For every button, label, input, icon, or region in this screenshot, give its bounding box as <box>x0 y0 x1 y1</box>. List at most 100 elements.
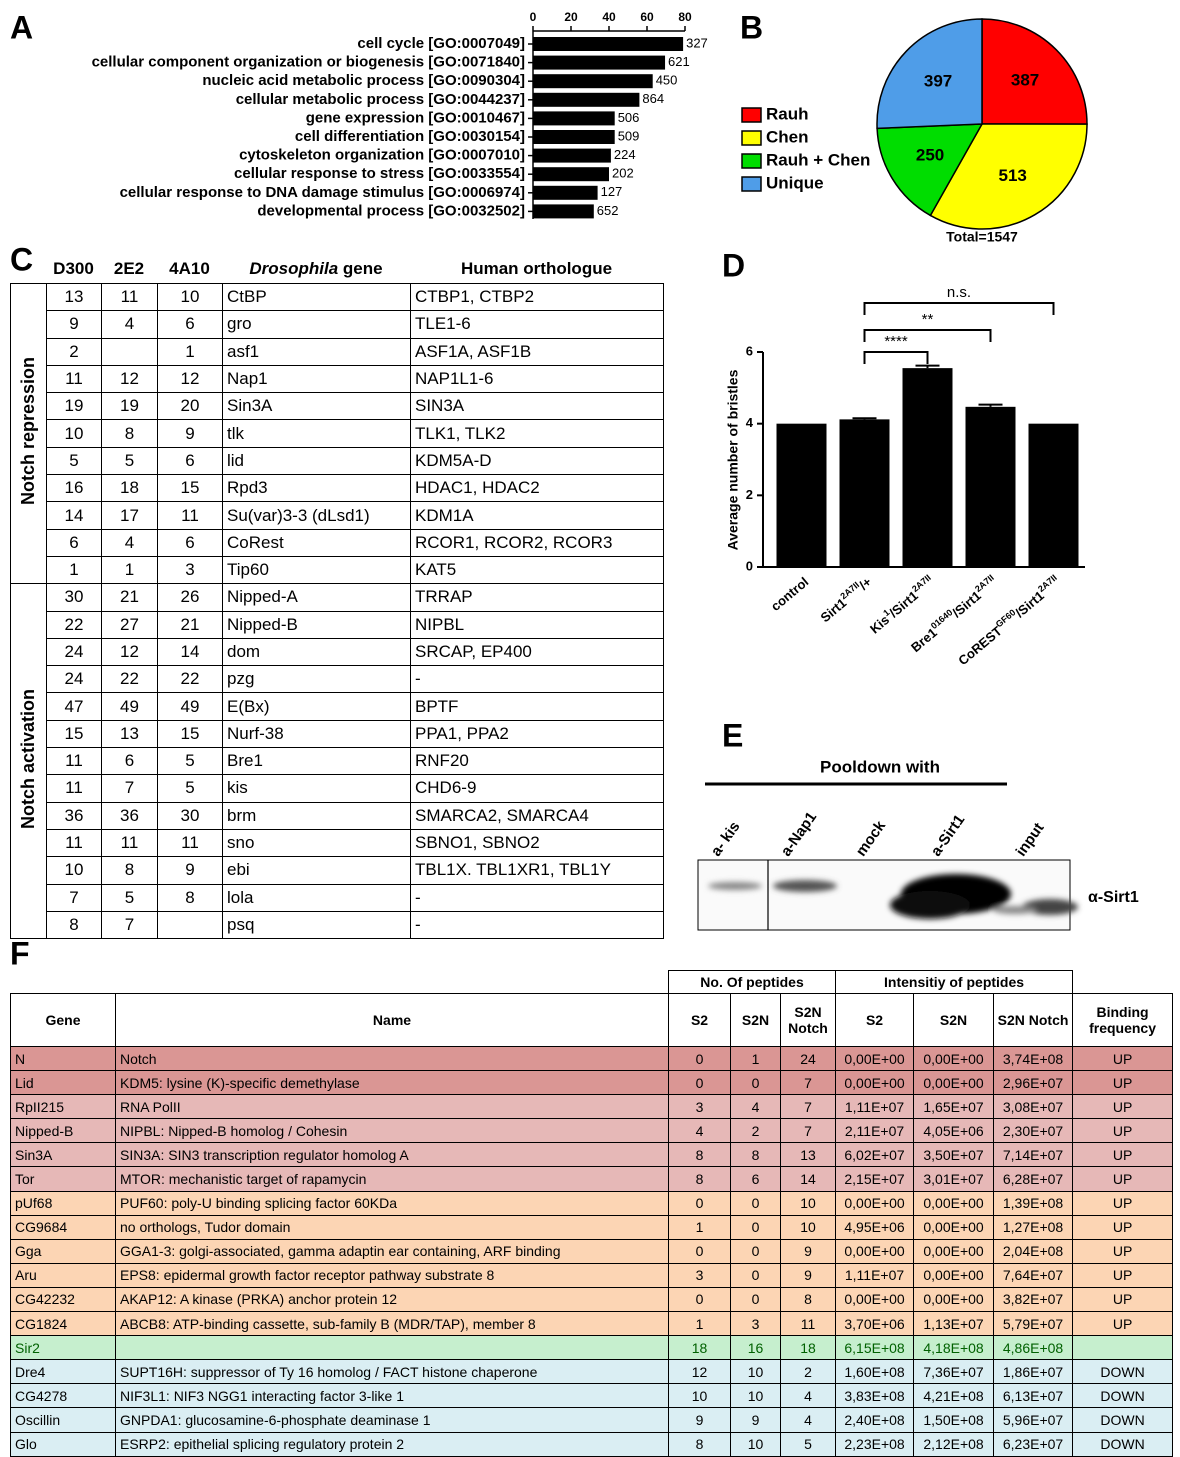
table-cell: Nipped-A <box>222 583 411 612</box>
table-cell: Nipped-B <box>222 610 411 639</box>
category-label: cell differentiation [GO:0030154] <box>295 128 525 145</box>
table-cell: 11 <box>46 774 102 803</box>
table-row: 11 12 12 Nap1 NAP1L1-6 <box>11 364 664 394</box>
x-tick-label-part: 2A7II <box>1036 573 1059 594</box>
column-header: Name <box>115 993 669 1047</box>
significance-bracket <box>863 302 1055 315</box>
table-cell: GNPDA1: glucosamine-6-phosphate deaminas… <box>115 1407 669 1433</box>
table-cell: UP <box>1072 1094 1174 1120</box>
table-cell: N <box>10 1045 116 1072</box>
table-cell: 4,21E+08 <box>913 1383 995 1409</box>
lane-label: a-Nap1 <box>778 809 821 860</box>
table-row: Oscillin GNPDA1: glucosamine-6-phosphate … <box>10 1407 1174 1433</box>
table-cell: 5 <box>157 747 223 776</box>
table-cell: RNA PolII <box>115 1094 669 1120</box>
column-header: S2 <box>668 993 731 1047</box>
table-cell: 12 <box>668 1359 731 1385</box>
table-cell: Su(var)3-3 (dLsd1) <box>222 501 411 530</box>
table-cell: KDM5A-D <box>410 446 664 476</box>
table-row: Tor MTOR: mechanistic target of rapamycin… <box>10 1166 1174 1192</box>
table-cell: Sin3A <box>222 392 411 421</box>
table-cell: 2,12E+08 <box>913 1431 995 1457</box>
bar <box>533 148 611 163</box>
group-header: No. Of peptides <box>667 970 837 994</box>
table-row: 10 8 9 tlk TLK1, TLK2 <box>11 419 664 448</box>
table-cell: 4,18E+08 <box>913 1335 995 1361</box>
table-row: 19 19 20 Sin3A SIN3A <box>11 392 664 421</box>
table-cell: KDM5: lysine (K)-specific demethylase <box>115 1070 669 1096</box>
column-header: Gene <box>10 993 116 1047</box>
table-cell: 2,30E+07 <box>993 1118 1074 1144</box>
y-axis-label: Average number of bristles <box>725 369 741 550</box>
bar <box>533 92 640 107</box>
table-cell: TLE1-6 <box>410 310 664 339</box>
table-cell: 11 <box>46 364 102 394</box>
y-tick-label: 0 <box>746 558 753 573</box>
header-row: Gene Name S2 S2N S2N Notch S2 S2N S2N Notch Bind… <box>10 993 1174 1047</box>
table-c-header: D300 2E2 4A10 Drosophila gene Human ortholog… <box>10 257 663 281</box>
column-header: S2N Notch <box>779 993 837 1047</box>
table-row: 11 11 11 sno SBNO1, SBNO2 <box>11 828 664 858</box>
table-cell: GGA1-3: golgi-associated, gamma adaptin … <box>115 1238 669 1264</box>
table-row: 24 12 14 dom SRCAP, EP400 <box>11 637 664 667</box>
table-cell: psq <box>222 910 411 940</box>
bar-label: 224 <box>614 147 636 162</box>
table-row: 36 36 30 brm SMARCA2, SMARCA4 <box>11 801 664 830</box>
table-cell: AKAP12: A kinase (PRKA) anchor protein 1… <box>115 1286 669 1313</box>
group-cell: Notch activation <box>10 583 47 940</box>
legend-swatch <box>741 153 762 169</box>
header-blank <box>11 971 116 994</box>
table-cell: 16 <box>46 474 102 503</box>
table-cell: 5 <box>46 446 102 476</box>
table-cell: 19 <box>101 392 158 421</box>
table-cell: SIN3A <box>410 392 664 421</box>
category-label: cytoskeleton organization [GO:0007010] <box>239 147 525 164</box>
table-cell: 10 <box>668 1383 731 1409</box>
table-cell: 10 <box>46 419 102 448</box>
table-cell: 1,86E+07 <box>993 1359 1074 1385</box>
table-row: 7 5 8 lola - <box>11 883 664 912</box>
table-cell: 47 <box>46 692 102 721</box>
panel-letter: A <box>10 9 33 45</box>
table-cell: Gga <box>10 1238 116 1264</box>
table-cell: 1 <box>101 555 158 585</box>
table-cell: lid <box>222 446 411 476</box>
panel-letter: C <box>10 241 33 277</box>
table-cell: 1,65E+07 <box>913 1094 995 1120</box>
x-tick-label-part: /+ <box>856 574 875 593</box>
table-cell: 7,36E+07 <box>913 1359 995 1385</box>
table-cell: SMARCA2, SMARCA4 <box>410 801 664 830</box>
table-row: Aru EPS8: epidermal growth factor recepto… <box>10 1262 1174 1288</box>
table-cell: 7,14E+07 <box>993 1142 1074 1168</box>
table-cell: RNF20 <box>410 747 664 776</box>
table-cell: 3,70E+06 <box>835 1311 915 1337</box>
table-cell: 5 <box>779 1431 837 1457</box>
table-cell: UP <box>1072 1190 1174 1216</box>
table-cell: UP <box>1072 1214 1174 1240</box>
table-cell: gro <box>222 310 411 339</box>
x-tick-label: Sirt12A7II/+ <box>816 573 874 626</box>
y-tick-label: 2 <box>746 487 753 502</box>
table-cell: 11 <box>46 747 102 776</box>
x-tick-label: 20 <box>564 10 578 24</box>
table-row: Glo ESRP2: epithelial splicing regulatory… <box>10 1431 1174 1457</box>
table-cell: RCOR1, RCOR2, RCOR3 <box>410 528 664 557</box>
table-cell: DOWN <box>1072 1407 1174 1433</box>
table-cell: SIN3A: SIN3 transcription regulator homo… <box>115 1142 669 1168</box>
bar-label: 509 <box>618 128 640 143</box>
bar-label: 864 <box>642 91 664 106</box>
table-cell: 2 <box>779 1359 837 1385</box>
table-row: CG1824 ABCB8: ATP-binding cassette, sub-f… <box>10 1311 1174 1337</box>
table-cell: 6,13E+07 <box>993 1383 1074 1409</box>
table-cell: 7 <box>101 774 158 803</box>
table-cell: E(Bx) <box>222 692 411 721</box>
group-label: Notch activation <box>18 688 38 829</box>
table-cell: 8 <box>730 1142 781 1168</box>
table-cell: UP <box>1072 1118 1174 1144</box>
table-f: No. Of peptides Intensitiy of peptides Gen… <box>10 970 1174 1457</box>
table-row: 15 13 15 Nurf-38 PPA1, PPA2 <box>11 719 664 749</box>
x-tick-label: 80 <box>678 10 692 24</box>
blot-title: Pooldown with <box>820 757 940 776</box>
table-cell: NIF3L1: NIF3 NGG1 interacting factor 3-l… <box>115 1383 669 1409</box>
table-cell: PPA1, PPA2 <box>410 719 664 749</box>
